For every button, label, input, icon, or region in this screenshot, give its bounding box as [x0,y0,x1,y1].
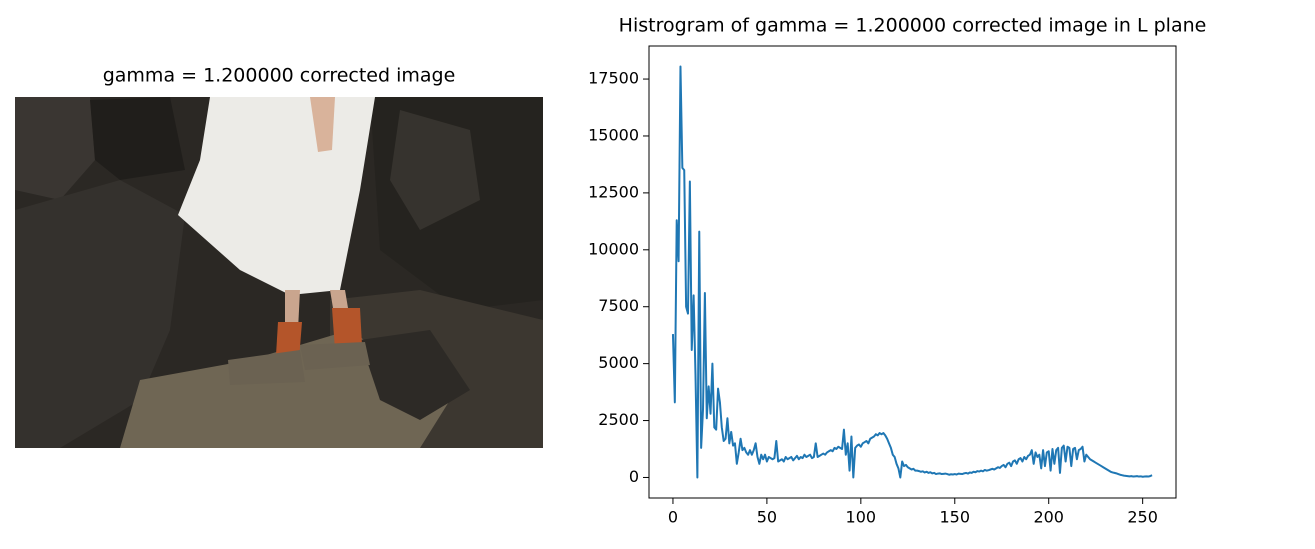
chart-title: gamma = 1.200000 corrected image [103,65,456,87]
photo [15,97,543,448]
y-tick-label: 12500 [588,182,639,201]
x-tick-label: 250 [1127,508,1158,527]
x-tick-label: 50 [757,508,777,527]
plot-frame [648,45,1177,499]
y-tick-label: 10000 [588,239,639,258]
line-series [671,65,1153,479]
y-tick-label: 0 [629,467,639,486]
y-tick-label: 7500 [598,296,639,315]
x-tick-label: 200 [1033,508,1064,527]
x-tick-label: 100 [846,508,877,527]
y-tick-label: 17500 [588,69,639,88]
y-tick-label: 15000 [588,125,639,144]
x-tick-label: 0 [668,508,678,527]
y-tick-label: 2500 [598,410,639,429]
chart-title: Histrogram of gamma = 1.200000 corrected… [619,15,1207,37]
y-tick-label: 5000 [598,353,639,372]
x-tick-label: 150 [939,508,970,527]
